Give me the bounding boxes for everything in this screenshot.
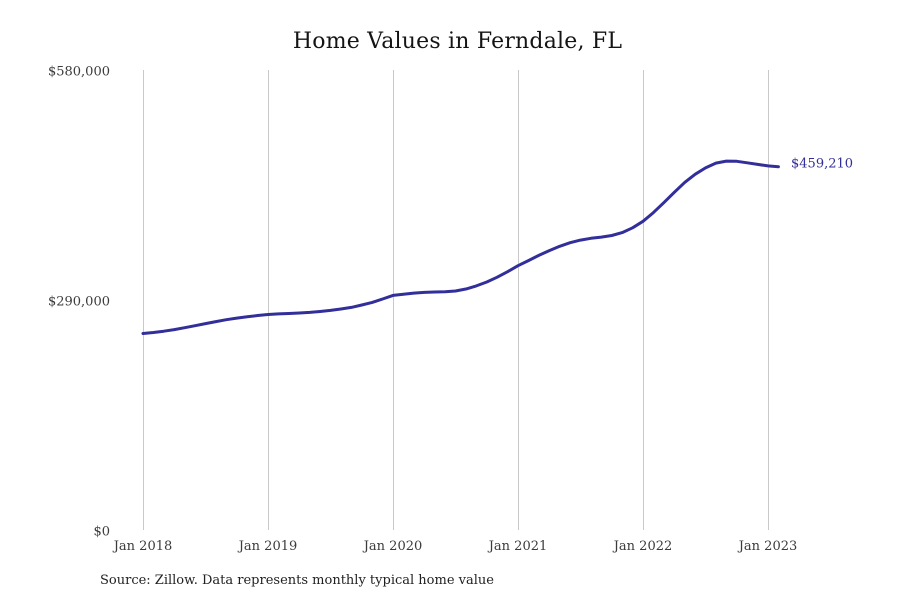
source-note: Source: Zillow. Data represents monthly … — [100, 573, 494, 588]
x-tick-label: Jan 2021 — [487, 539, 548, 554]
x-tick-label: Jan 2018 — [112, 539, 173, 554]
chart-title: Home Values in Ferndale, FL — [292, 29, 623, 54]
home-value-line — [141, 159, 780, 335]
y-tick-label: $0 — [93, 525, 110, 540]
end-value-label: $459,210 — [791, 156, 853, 171]
x-tick-label: Jan 2022 — [612, 539, 673, 554]
x-tick-label: Jan 2023 — [737, 539, 798, 554]
y-tick-label: $580,000 — [48, 65, 110, 80]
y-tick-label: $290,000 — [48, 295, 110, 310]
x-tick-label: Jan 2020 — [362, 539, 423, 554]
x-tick-label: Jan 2019 — [237, 539, 298, 554]
